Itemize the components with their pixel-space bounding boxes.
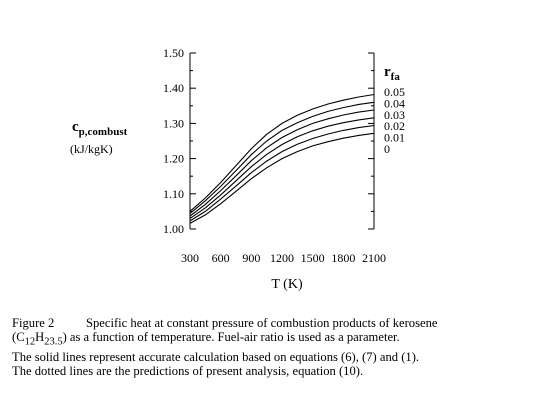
legend-entry: 0.01 — [384, 131, 405, 145]
figure-number: Figure 2 — [12, 316, 55, 330]
legend-entry: 0 — [384, 142, 390, 156]
caption-formula-hydrogen: H — [35, 330, 45, 345]
legend-entry: 0.05 — [384, 85, 405, 99]
y-axis-label-subscript: p,combust — [79, 126, 128, 138]
x-tick-label: 1500 — [301, 251, 325, 265]
series-line — [189, 124, 375, 222]
series-line — [189, 117, 375, 219]
legend-title-subscript: fa — [391, 71, 401, 83]
y-tick-label: 1.20 — [163, 152, 184, 166]
series-lines — [189, 93, 375, 224]
y-tick-label: 1.50 — [163, 46, 184, 60]
caption-formula-sub-carbon: 12 — [24, 336, 36, 348]
caption-line-2: (C12H23.5) as a function of temperature.… — [12, 330, 552, 350]
x-tick-label: 900 — [242, 251, 260, 265]
y-axis-label-main: c — [72, 119, 79, 135]
legend-title: rfa — [384, 64, 400, 83]
x-tick-label: 2100 — [362, 251, 386, 265]
caption-line-3: The solid lines represent accurate calcu… — [12, 349, 420, 364]
caption-line-2-text: ) as a function of temperature. Fuel-air… — [62, 330, 400, 345]
series-line — [189, 132, 375, 224]
x-tick-label: 1200 — [270, 251, 294, 265]
caption-line-1-text: Specific heat at constant pressure of co… — [86, 316, 438, 330]
y-tick-label: 1.00 — [163, 222, 184, 236]
y-axis-units: (kJ/kgK) — [70, 142, 113, 156]
caption-line-1: Figure 2 Specific heat at constant pressu… — [12, 316, 552, 330]
y-tick-labels: 1.00 1.10 1.20 1.30 1.40 1.50 — [163, 46, 184, 236]
figure-caption: Figure 2 Specific heat at constant pressu… — [12, 316, 552, 378]
caption-formula-open: (C — [12, 330, 25, 345]
tick-marks — [190, 52, 374, 230]
series-line — [189, 93, 375, 212]
y-tick-label: 1.40 — [163, 81, 184, 95]
legend: 0.050.040.030.020.010 — [384, 85, 405, 156]
x-axis-label: T (K) — [271, 277, 303, 292]
axes — [189, 53, 375, 229]
y-tick-label: 1.30 — [163, 116, 184, 130]
caption-formula-sub-hydrogen: 23.5 — [44, 336, 63, 348]
y-axis-label: cp,combust — [72, 119, 128, 138]
x-tick-label: 600 — [212, 251, 230, 265]
legend-entry: 0.03 — [384, 108, 405, 122]
legend-entry: 0.04 — [384, 96, 405, 110]
series-line — [189, 109, 375, 217]
series-line — [189, 101, 375, 214]
x-tick-labels: 300 600 900 1200 1500 1800 2100 — [181, 251, 386, 265]
legend-entry: 0.02 — [384, 119, 405, 133]
legend-title-main: r — [384, 64, 391, 80]
x-tick-label: 300 — [181, 251, 199, 265]
chart: 1.00 1.10 1.20 1.30 1.40 1.50 300 600 900 1200 15… — [70, 46, 405, 292]
y-tick-label: 1.10 — [163, 187, 184, 201]
x-tick-label: 1800 — [331, 251, 355, 265]
caption-line-4: The dotted lines are the predictions of … — [12, 364, 364, 379]
